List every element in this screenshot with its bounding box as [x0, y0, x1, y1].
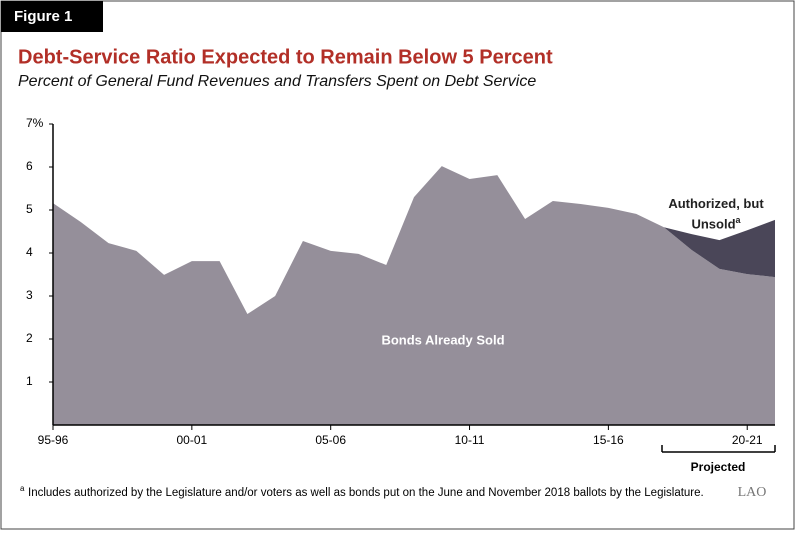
x-tick-label: 05-06 — [315, 433, 346, 447]
y-tick-label: 6 — [26, 159, 33, 173]
logo: LAO — [738, 485, 767, 500]
y-tick-label: 2 — [26, 331, 33, 345]
chart-title: Debt-Service Ratio Expected to Remain Be… — [18, 46, 553, 68]
x-tick-label: 20-21 — [732, 433, 763, 447]
y-tick-label: 4 — [26, 245, 33, 259]
y-tick-label: 5 — [26, 202, 33, 216]
projected-label: Projected — [691, 460, 746, 474]
x-tick-label: 15-16 — [593, 433, 624, 447]
area — [53, 166, 775, 425]
y-tick-label: 7% — [26, 116, 44, 130]
figure-tag — [1, 1, 103, 32]
figure-label: Figure 1 — [14, 8, 72, 25]
plot: 1 2 3 4 5 6 7% 95-96 00-01 05-06 10-11 15-16 20-21 Bo… — [26, 116, 775, 447]
x-tick-label: 10-11 — [455, 433, 485, 447]
x-tick-label: 95-96 — [38, 433, 69, 447]
area — [663, 219, 775, 278]
series-label-text: Authorized, but Unsold — [668, 196, 764, 232]
footnote: Includes authorized by the Legislature a… — [28, 487, 704, 499]
footnote-marker: a — [20, 484, 25, 493]
series-label: Bonds Already Sold — [381, 332, 504, 347]
y-tick-label: 1 — [26, 374, 33, 388]
x-tick-label: 00-01 — [176, 433, 207, 447]
series-label: Authorized, but Unsolda — [664, 196, 768, 232]
chart-subtitle: Percent of General Fund Revenues and Tra… — [18, 73, 536, 90]
note-marker: a — [735, 215, 741, 225]
y-tick-label: 3 — [26, 288, 33, 302]
